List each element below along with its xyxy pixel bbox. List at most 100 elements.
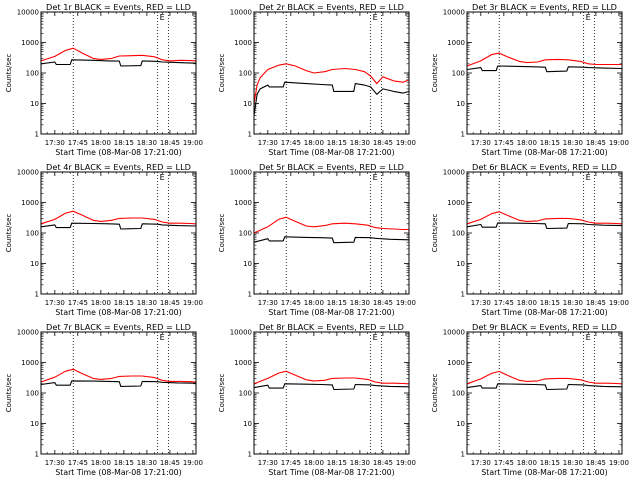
events-series-line — [40, 222, 197, 230]
x-tick-label: 17:45 — [68, 139, 88, 147]
x-axis-label: Start Time (08-Mar-08 17:21:00) — [268, 148, 394, 157]
y-axis-label: Counts/sec — [218, 374, 226, 413]
x-tick-label: 18:45 — [160, 139, 180, 147]
y-tick-label: 10000 — [17, 9, 39, 17]
panel-title: Det 2r BLACK = Events, RED = LLD — [259, 2, 404, 12]
x-tick-label: 18:45 — [373, 299, 393, 307]
events-series-line — [40, 59, 197, 67]
x-tick-label: 17:45 — [494, 459, 514, 467]
lld-series-line — [466, 370, 623, 385]
panel-det-8: Det 8r BLACK = Events, RED = LLD Counts/s… — [218, 322, 416, 477]
y-tick-label: 1000 — [21, 39, 39, 47]
y-tick-label: 10000 — [230, 329, 252, 337]
panel-det-9: Det 9r BLACK = Events, RED = LLD Counts/s… — [431, 322, 629, 477]
y-tick-label: 1000 — [234, 39, 252, 47]
x-tick-label: 18:00 — [304, 459, 324, 467]
x-tick-label: 17:30 — [258, 459, 278, 467]
panel-title: Det 9r BLACK = Events, RED = LLD — [472, 322, 617, 332]
corner-mark: E — [160, 13, 165, 22]
x-tick-label: 17:30 — [45, 299, 65, 307]
panel-title: Det 6r BLACK = Events, RED = LLD — [472, 162, 617, 172]
plot-frame — [466, 331, 623, 455]
lld-series-line — [253, 370, 410, 385]
x-tick-label: 18:30 — [350, 139, 370, 147]
x-tick-label: 18:15 — [327, 299, 347, 307]
lld-series-line — [253, 63, 410, 104]
x-tick-label: 18:45 — [373, 139, 393, 147]
y-tick-label: 100 — [239, 390, 252, 398]
x-tick-label: 17:45 — [281, 459, 301, 467]
panel-det-5: Det 5r BLACK = Events, RED = LLD Counts/s… — [218, 162, 416, 317]
events-series-line — [466, 65, 623, 73]
x-tick-label: 18:45 — [586, 139, 606, 147]
y-tick-label: 1 — [35, 451, 39, 459]
y-axis-label: Counts/sec — [5, 374, 13, 413]
x-axis-label: Start Time (08-Mar-08 17:21:00) — [55, 308, 181, 317]
x-tick-label: 18:30 — [350, 299, 370, 307]
lld-series-line — [40, 210, 197, 225]
x-tick-label: 18:00 — [517, 139, 537, 147]
y-tick-label: 1000 — [447, 199, 465, 207]
panel-title: Det 3r BLACK = Events, RED = LLD — [472, 2, 617, 12]
panel-det-2: Det 2r BLACK = Events, RED = LLD Counts/s… — [218, 2, 416, 157]
x-tick-label: 17:30 — [45, 459, 65, 467]
x-tick-label: 17:45 — [494, 139, 514, 147]
x-tick-label: 17:45 — [68, 299, 88, 307]
y-tick-label: 10000 — [17, 329, 39, 337]
y-tick-label: 1 — [35, 291, 39, 299]
x-tick-label: 17:30 — [258, 139, 278, 147]
x-tick-label: 19:00 — [396, 459, 416, 467]
y-tick-label: 10 — [243, 260, 252, 268]
y-tick-label: 100 — [239, 230, 252, 238]
x-tick-label: 17:45 — [281, 139, 301, 147]
plot-frame — [466, 171, 623, 295]
y-tick-label: 1 — [461, 131, 465, 139]
y-axis-label: Counts/sec — [431, 54, 439, 93]
corner-mark: E — [373, 333, 378, 342]
x-tick-label: 18:15 — [327, 139, 347, 147]
x-tick-label: 19:00 — [396, 139, 416, 147]
x-tick-label: 18:15 — [327, 459, 347, 467]
x-tick-label: 17:45 — [494, 299, 514, 307]
panel-title: Det 5r BLACK = Events, RED = LLD — [259, 162, 404, 172]
events-series-line — [466, 222, 623, 230]
y-tick-label: 10 — [456, 260, 465, 268]
y-tick-label: 10000 — [443, 169, 465, 177]
y-axis-label: Counts/sec — [218, 54, 226, 93]
x-tick-label: 18:15 — [114, 299, 134, 307]
x-tick-label: 18:45 — [160, 299, 180, 307]
panel-title: Det 8r BLACK = Events, RED = LLD — [259, 322, 404, 332]
plot-frame — [40, 331, 197, 455]
panel-det-4: Det 4r BLACK = Events, RED = LLD Counts/s… — [5, 162, 203, 317]
events-series-line — [253, 383, 410, 391]
x-tick-label: 19:00 — [396, 299, 416, 307]
x-tick-label: 17:30 — [471, 139, 491, 147]
panel-det-6: Det 6r BLACK = Events, RED = LLD Counts/s… — [431, 162, 629, 317]
x-tick-label: 18:00 — [304, 139, 324, 147]
x-axis-label: Start Time (08-Mar-08 17:21:00) — [481, 468, 607, 477]
y-tick-label: 10 — [456, 100, 465, 108]
lld-series-line — [253, 216, 409, 234]
lld-series-line — [466, 211, 623, 225]
y-tick-label: 10 — [30, 260, 39, 268]
y-tick-label: 100 — [452, 390, 465, 398]
x-tick-label: 19:00 — [609, 139, 629, 147]
y-axis-label: Counts/sec — [5, 214, 13, 253]
y-axis-label: Counts/sec — [431, 374, 439, 413]
x-tick-label: 18:15 — [114, 459, 134, 467]
corner-mark: E — [160, 333, 165, 342]
events-series-line — [253, 81, 410, 116]
corner-mark: E — [373, 173, 378, 182]
plot-frame — [253, 11, 410, 135]
y-tick-label: 10000 — [230, 9, 252, 17]
x-tick-label: 18:30 — [137, 459, 157, 467]
x-tick-label: 18:15 — [114, 139, 134, 147]
y-tick-label: 1 — [35, 131, 39, 139]
y-axis-label: Counts/sec — [218, 214, 226, 253]
x-tick-label: 18:45 — [586, 459, 606, 467]
x-tick-label: 18:30 — [563, 299, 583, 307]
x-tick-label: 18:30 — [137, 139, 157, 147]
y-tick-label: 1000 — [234, 199, 252, 207]
y-tick-label: 100 — [239, 70, 252, 78]
